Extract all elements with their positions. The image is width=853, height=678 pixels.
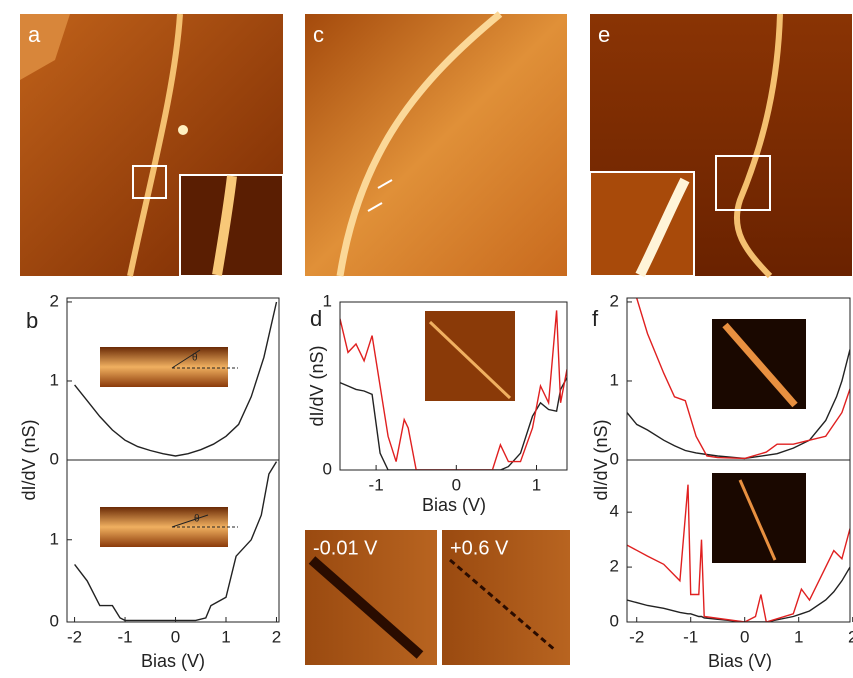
y-tick-label: 2 bbox=[50, 291, 59, 310]
y-tick-label: 0 bbox=[50, 611, 59, 630]
map-label: -0.01 V bbox=[313, 537, 378, 559]
x-tick-label: -2 bbox=[629, 627, 644, 646]
inset-label: θ bbox=[194, 514, 200, 525]
panel-label: c bbox=[313, 22, 324, 47]
x-axis-label: Bias (V) bbox=[141, 651, 205, 671]
inset-label: θ bbox=[192, 353, 198, 364]
y-axis-label: dI/dV (nS) bbox=[19, 419, 39, 500]
x-tick-label: 0 bbox=[452, 475, 461, 494]
y-tick-label: 4 bbox=[610, 502, 619, 521]
x-tick-label: 0 bbox=[171, 627, 180, 646]
x-tick-label: -1 bbox=[683, 627, 698, 646]
x-tick-label: 2 bbox=[272, 627, 281, 646]
panel-label: b bbox=[26, 308, 38, 333]
y-tick-label: 0 bbox=[50, 449, 59, 468]
x-axis-label: Bias (V) bbox=[708, 651, 772, 671]
y-axis-label: dI/dV (nS) bbox=[307, 345, 327, 426]
y-tick-label: 1 bbox=[610, 370, 619, 389]
y-axis-label: dI/dV (nS) bbox=[591, 419, 611, 500]
y-tick-label: 0 bbox=[610, 611, 619, 630]
panel-label: f bbox=[592, 306, 599, 331]
x-axis-label: Bias (V) bbox=[422, 495, 486, 515]
panel-label: a bbox=[28, 22, 41, 47]
x-tick-label: 2 bbox=[848, 627, 853, 646]
x-tick-label: 1 bbox=[532, 475, 541, 494]
x-tick-label: 1 bbox=[221, 627, 230, 646]
stm-image-e bbox=[590, 14, 852, 276]
y-tick-label: 0 bbox=[610, 449, 619, 468]
x-tick-label: -1 bbox=[117, 627, 132, 646]
panel-label: e bbox=[598, 22, 610, 47]
x-tick-label: -1 bbox=[369, 475, 384, 494]
x-tick-label: 1 bbox=[794, 627, 803, 646]
stm-image-c bbox=[305, 14, 567, 276]
map-label: +0.6 V bbox=[450, 537, 509, 559]
panel-label: d bbox=[310, 306, 322, 331]
y-tick-label: 2 bbox=[610, 291, 619, 310]
y-tick-label: 2 bbox=[610, 557, 619, 576]
y-tick-label: 0 bbox=[323, 459, 332, 478]
stm-image-a bbox=[20, 14, 283, 276]
x-tick-label: 0 bbox=[740, 627, 749, 646]
y-tick-label: 1 bbox=[50, 529, 59, 548]
y-tick-label: 1 bbox=[50, 370, 59, 389]
figure: a b c d e f -0.01 V +0.6 V θ θ 0 1 2 dI/dV … bbox=[0, 0, 853, 678]
data-line bbox=[627, 567, 850, 622]
x-tick-label: -2 bbox=[67, 627, 82, 646]
inset-images bbox=[100, 311, 806, 563]
y-tick-label: 1 bbox=[323, 291, 332, 310]
